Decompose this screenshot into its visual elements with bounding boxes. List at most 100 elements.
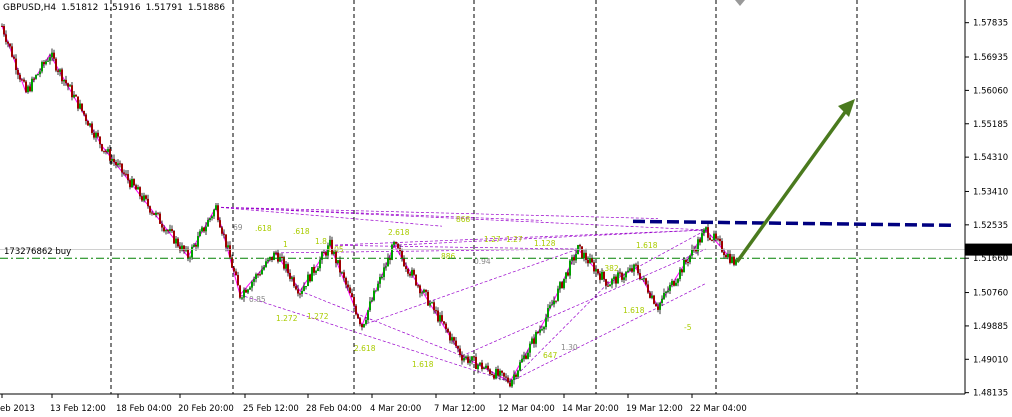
candle-bull xyxy=(663,292,665,299)
candle-bear xyxy=(397,243,399,249)
candle-bear xyxy=(125,173,127,175)
candle-bear xyxy=(717,238,719,240)
candle-bear xyxy=(113,158,115,162)
candle-bear xyxy=(121,163,123,173)
candle-bull xyxy=(469,360,471,363)
candle-bear xyxy=(123,172,125,174)
candle-bull xyxy=(249,287,251,290)
candle-bear xyxy=(33,78,35,80)
candle-bear xyxy=(163,227,165,232)
fib-level-label: 1.618 xyxy=(412,360,434,369)
fib-level-label: 0.94 xyxy=(474,257,491,266)
candle-bear xyxy=(615,276,617,284)
candle-bull xyxy=(411,269,413,276)
candle-bull xyxy=(705,227,707,230)
price-tick-label: 1.49010 xyxy=(973,355,1008,365)
candle-bear xyxy=(359,318,361,325)
candle-bear xyxy=(231,257,233,268)
candle-bull xyxy=(365,319,367,325)
candle-bear xyxy=(579,245,581,247)
candle-bear xyxy=(3,26,5,35)
candle-bull xyxy=(551,304,553,306)
candle-bear xyxy=(13,56,15,59)
candle-bull xyxy=(499,370,501,376)
candle-bull xyxy=(623,277,625,280)
candle-bear xyxy=(437,310,439,322)
candle-bear xyxy=(361,324,363,328)
candle-bull xyxy=(547,308,549,318)
candle-bear xyxy=(347,284,349,288)
candle-bull xyxy=(465,356,467,359)
fib-level-label: .618 xyxy=(255,224,272,233)
candle-bull xyxy=(265,261,267,267)
candlesticks xyxy=(1,23,737,388)
candle-bull xyxy=(583,252,585,259)
candle-bull xyxy=(557,288,559,301)
candle-bear xyxy=(323,252,325,254)
candle-bear xyxy=(473,356,475,358)
candle-bull xyxy=(267,259,269,262)
candle-bear xyxy=(593,262,595,272)
candle-bear xyxy=(433,302,435,311)
candle-bull xyxy=(535,332,537,344)
candle-bull xyxy=(261,269,263,275)
candle-bull xyxy=(329,239,331,246)
candle-bull xyxy=(285,264,287,269)
candle-bear xyxy=(217,205,219,221)
candle-bear xyxy=(173,231,175,244)
candle-bull xyxy=(327,245,329,256)
candle-bull xyxy=(377,283,379,291)
candle-bear xyxy=(147,198,149,207)
candle-bull xyxy=(633,264,635,272)
candle-bull xyxy=(201,227,203,232)
candle-bull xyxy=(423,289,425,293)
candle-bull xyxy=(601,271,603,280)
candle-bear xyxy=(441,315,443,322)
time-tick-label: 18 Feb 04:00 xyxy=(116,404,172,414)
candle-bull xyxy=(439,315,441,322)
candle-bull xyxy=(595,269,597,272)
candle-bull xyxy=(319,259,321,269)
candle-bear xyxy=(177,238,179,247)
time-tick-label: 19 Mar 12:00 xyxy=(626,404,683,414)
candle-bear xyxy=(637,265,639,274)
candle-bear xyxy=(5,34,7,42)
candle-bear xyxy=(239,285,241,298)
candle-bear xyxy=(57,70,59,72)
candle-bull xyxy=(539,329,541,333)
price-tick-label: 1.56935 xyxy=(973,53,1008,63)
candle-bear xyxy=(281,256,283,258)
candle-bull xyxy=(511,379,513,387)
candle-bull xyxy=(393,241,395,245)
candle-bull xyxy=(385,266,387,268)
candle-bear xyxy=(133,179,135,186)
candle-bear xyxy=(219,220,221,228)
candle-bear xyxy=(43,62,45,65)
candle-bear xyxy=(331,239,333,254)
candle-bear xyxy=(287,264,289,273)
fib-level-label: 1 xyxy=(283,240,288,249)
fib-dashed-line xyxy=(361,248,579,326)
candle-bull xyxy=(391,244,393,260)
candle-bear xyxy=(427,291,429,306)
candle-bear xyxy=(19,74,21,80)
candle-bull xyxy=(485,365,487,368)
chart-header: GBPUSD,H4 1.51812 1.51916 1.51791 1.51886 xyxy=(3,3,230,13)
candle-bull xyxy=(643,278,645,280)
candle-bull xyxy=(131,179,133,188)
candle-bull xyxy=(563,278,565,289)
candle-bull xyxy=(191,246,193,258)
candle-bull xyxy=(569,260,571,276)
candle-bear xyxy=(435,310,437,312)
candle-bull xyxy=(477,364,479,369)
candle-bull xyxy=(273,252,275,261)
candle-bear xyxy=(145,195,147,199)
candle-bull xyxy=(675,282,677,286)
price-tick-label: 1.49885 xyxy=(973,322,1008,332)
candle-bear xyxy=(157,212,159,214)
candle-bull xyxy=(627,270,629,273)
candle-bear xyxy=(135,185,137,190)
candle-bull xyxy=(305,286,307,288)
candle-bull xyxy=(181,245,183,251)
